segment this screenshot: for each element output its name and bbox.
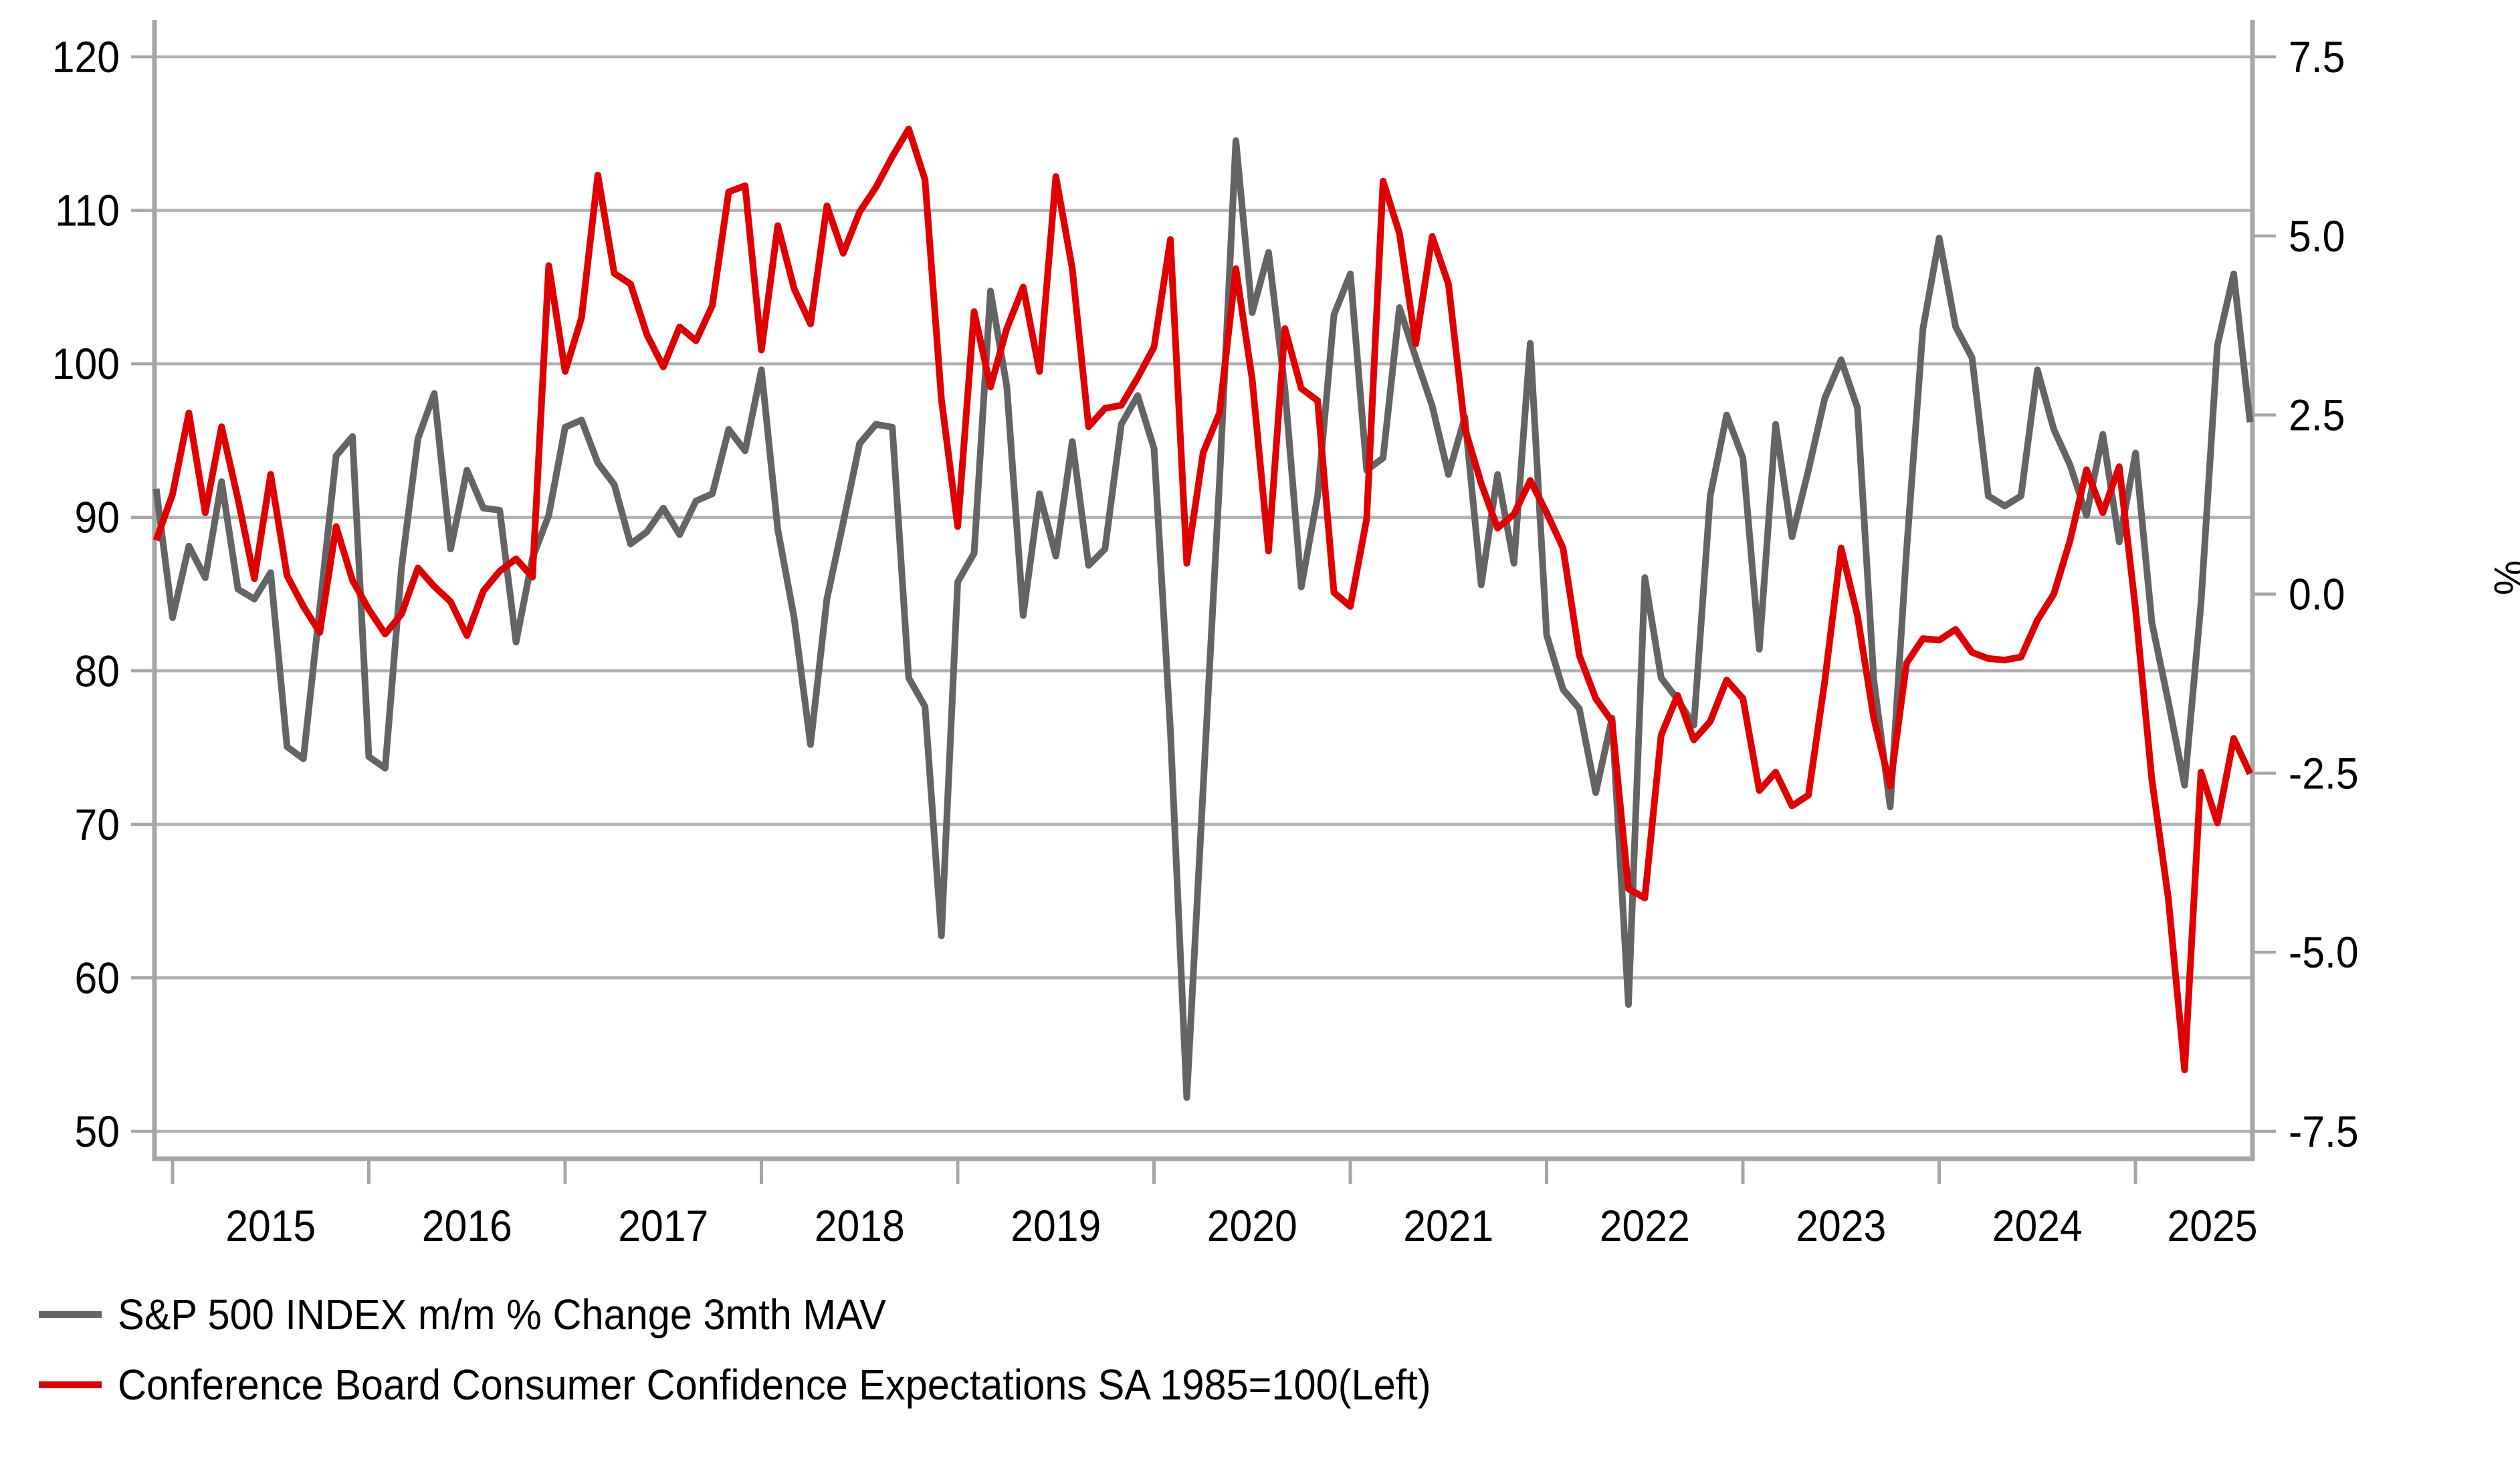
- right-axis-label: -2.5: [2289, 750, 2359, 798]
- left-axis-label: 60: [74, 954, 120, 1003]
- series-lines: [152, 125, 2254, 1101]
- left-axis-label: 50: [74, 1108, 120, 1157]
- x-axis-label: 2024: [1992, 1202, 2083, 1251]
- right-axis-label: 2.5: [2289, 391, 2345, 440]
- x-axis-label: 2015: [225, 1202, 316, 1251]
- x-axis-label: 2021: [1403, 1202, 1493, 1251]
- x-axis-label: 2022: [1600, 1202, 1690, 1251]
- legend-label-sp500: S&P 500 INDEX m/m % Change 3mth MAV: [118, 1291, 886, 1339]
- right-axis-label: -5.0: [2289, 929, 2359, 978]
- x-axis-label: 2020: [1207, 1202, 1297, 1251]
- right-axis-label: 7.5: [2289, 33, 2345, 82]
- left-axis-label: 80: [74, 647, 120, 696]
- x-axis-label: 2023: [1796, 1202, 1886, 1251]
- left-axis-label: 70: [74, 801, 120, 850]
- gridlines: [154, 55, 2252, 1133]
- sp500-line: [152, 137, 2254, 1101]
- confidence-line: [152, 125, 2253, 1074]
- left-axis-label: 120: [52, 33, 120, 82]
- left-axis-label: 110: [55, 187, 120, 235]
- right-axis-label: 0.0: [2289, 570, 2345, 619]
- right-axis-label: -7.5: [2289, 1108, 2359, 1157]
- legend: S&P 500 INDEX m/m % Change 3mth MAV Conf…: [39, 1291, 1431, 1409]
- x-axis-label: 2019: [1011, 1202, 1101, 1251]
- axis-tick-labels: 120 110 100 90 80 70 60 50 7.5 5.0 2.5 0.0 -2.5 -5.0 -…: [52, 33, 2359, 1251]
- x-axis-label: 2017: [618, 1202, 708, 1251]
- left-axis-label: 90: [74, 493, 120, 542]
- x-axis-label: 2016: [422, 1202, 512, 1251]
- x-axis-label: 2025: [2167, 1202, 2257, 1251]
- legend-label-confidence: Conference Board Consumer Confidence Exp…: [118, 1361, 1431, 1409]
- x-axis-label: 2018: [815, 1202, 905, 1251]
- axes: [131, 20, 2276, 1184]
- right-axis-title: %: [2485, 560, 2520, 595]
- left-axis-label: 100: [52, 340, 120, 389]
- right-axis-label: 5.0: [2289, 213, 2345, 261]
